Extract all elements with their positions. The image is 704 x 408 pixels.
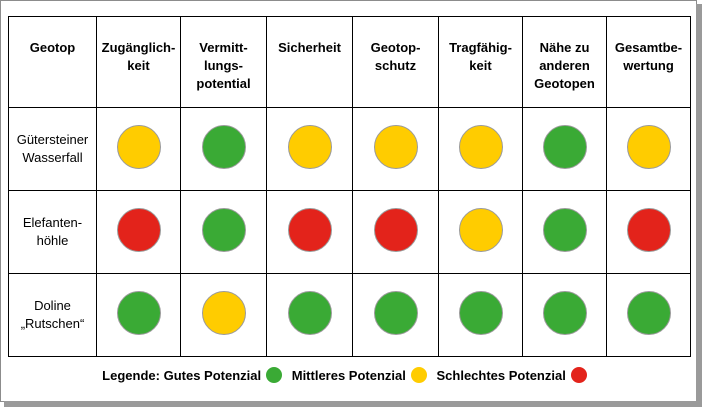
header-zugaenglichkeit: Zugänglich- keit: [96, 16, 181, 108]
frame-shadow-bottom: [4, 401, 702, 407]
header-line: Vermitt-: [199, 40, 248, 55]
rating-cell: [96, 190, 181, 274]
header-sicherheit: Sicherheit: [266, 16, 353, 108]
rating-dot: [373, 124, 418, 169]
rating-cell: [180, 107, 267, 191]
geotop-rating-table: Geotop Zugänglich- keit Vermitt- lungs- …: [8, 16, 691, 357]
header-gesamtbewertung: Gesamtbe- wertung: [606, 16, 691, 108]
rating-cell: [522, 190, 607, 274]
header-line: Tragfähig-: [449, 40, 512, 55]
header-line: Nähe zu: [539, 40, 590, 55]
rating-cell: [438, 107, 523, 191]
geotop-name-cell: Doline „Rutschen“: [8, 273, 97, 357]
rating-cell: [180, 190, 267, 274]
header-line: lungs-: [204, 58, 243, 73]
rating-cell: [352, 273, 439, 357]
geotop-name-line: Gütersteiner: [16, 132, 89, 147]
legend-label: Schlechtes Potenzial: [436, 368, 566, 383]
legend-dot: [410, 367, 427, 383]
rating-cell: [352, 190, 439, 274]
rating-dot: [373, 207, 418, 252]
header-line: Geotopen: [534, 76, 595, 91]
geotop-name-line: höhle: [36, 233, 69, 248]
header-tragfaehigkeit: Tragfähig- keit: [438, 16, 523, 108]
rating-dot: [201, 207, 246, 252]
rating-cell: [438, 190, 523, 274]
rating-dot: [458, 290, 503, 335]
table-row: Gütersteiner Wasserfall: [8, 107, 691, 191]
geotop-name-cell: Gütersteiner Wasserfall: [8, 107, 97, 191]
legend-label: Gutes Potenzial: [163, 368, 262, 383]
legend-dot: [266, 367, 283, 383]
rating-dot: [116, 207, 161, 252]
geotop-name-line: Doline: [34, 298, 71, 313]
header-line: Gesamtbe-: [614, 40, 683, 55]
legend-item-mittel: Mittleres Potenzial: [291, 367, 433, 383]
rating-dot: [626, 124, 671, 169]
rating-dot: [626, 290, 671, 335]
legend-title: Legende:: [102, 368, 160, 383]
rating-cell: [180, 273, 267, 357]
rating-cell: [266, 107, 353, 191]
rating-cell: [352, 107, 439, 191]
rating-dot: [542, 290, 587, 335]
header-line: Zugänglich-: [101, 40, 176, 55]
geotop-name-line: Wasserfall: [22, 150, 83, 165]
rating-cell: [606, 190, 691, 274]
rating-cell: [522, 273, 607, 357]
header-line: anderen: [539, 58, 590, 73]
legend-item-schlecht: Schlechtes Potenzial: [436, 367, 593, 383]
rating-cell: [522, 107, 607, 191]
rating-dot: [287, 290, 332, 335]
rating-cell: [266, 273, 353, 357]
rating-dot: [201, 124, 246, 169]
rating-cell: [438, 273, 523, 357]
rating-dot: [287, 124, 332, 169]
header-line: keit: [127, 58, 150, 73]
rating-dot: [201, 290, 246, 335]
rating-dot: [626, 207, 671, 252]
legend-dot: [570, 367, 587, 383]
frame-shadow-right: [696, 4, 702, 406]
header-line: Geotop-: [370, 40, 421, 55]
geotop-name-cell: Elefanten- höhle: [8, 190, 97, 274]
rating-dot: [542, 124, 587, 169]
legend-label: Mittleres Potenzial: [291, 368, 406, 383]
header-line: Geotop: [29, 40, 76, 55]
header-geotop: Geotop: [8, 16, 97, 108]
rating-dot: [116, 290, 161, 335]
rating-dot: [458, 124, 503, 169]
rating-dot: [458, 207, 503, 252]
header-row: Geotop Zugänglich- keit Vermitt- lungs- …: [8, 16, 691, 108]
rating-dot: [373, 290, 418, 335]
legend-item-gut: Gutes Potenzial: [163, 367, 289, 383]
header-line: potential: [196, 76, 251, 91]
table-row: Doline „Rutschen“: [8, 273, 691, 357]
rating-cell: [266, 190, 353, 274]
rating-cell: [96, 273, 181, 357]
header-vermittlungspotential: Vermitt- lungs- potential: [180, 16, 267, 108]
geotop-name-line: Elefanten-: [22, 215, 83, 230]
geotop-name-line: „Rutschen“: [20, 316, 85, 331]
rating-cell: [606, 107, 691, 191]
legend: Legende: Gutes Potenzial Mittleres Poten…: [0, 366, 695, 386]
header-line: Sicherheit: [278, 40, 341, 55]
rating-dot: [116, 124, 161, 169]
rating-dot: [542, 207, 587, 252]
rating-dot: [287, 207, 332, 252]
header-line: keit: [469, 58, 492, 73]
header-geotopschutz: Geotop- schutz: [352, 16, 439, 108]
table-row: Elefanten- höhle: [8, 190, 691, 274]
rating-cell: [606, 273, 691, 357]
header-naehe-geotopen: Nähe zu anderen Geotopen: [522, 16, 607, 108]
rating-cell: [96, 107, 181, 191]
header-line: schutz: [374, 58, 417, 73]
header-line: wertung: [623, 58, 674, 73]
